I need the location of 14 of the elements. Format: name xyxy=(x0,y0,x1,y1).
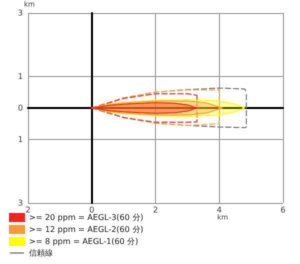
y-tick-label: 3 xyxy=(18,8,23,18)
legend-label: >= 20 ppm = AEGL-3(60 分) xyxy=(29,213,144,222)
x-tick-label: 2 xyxy=(152,206,158,214)
x-tick-label: 6 xyxy=(280,206,286,214)
y-tick-label: 1 xyxy=(18,135,23,144)
legend-label: >= 12 ppm = AEGL-2(60 分) xyxy=(29,225,144,234)
legend-label: 信頼線 xyxy=(29,248,53,258)
x-tick-label: 0 xyxy=(89,206,94,214)
x-tick-label: 2 xyxy=(25,206,31,214)
y-tick-label: 0 xyxy=(18,104,23,112)
x-tick-label: 4 xyxy=(216,206,222,214)
y-tick-label: 1 xyxy=(18,72,23,81)
legend-label: >= 8 ppm = AEGL-1(60 分) xyxy=(29,237,138,246)
y-tick-label: 3 xyxy=(18,198,23,208)
